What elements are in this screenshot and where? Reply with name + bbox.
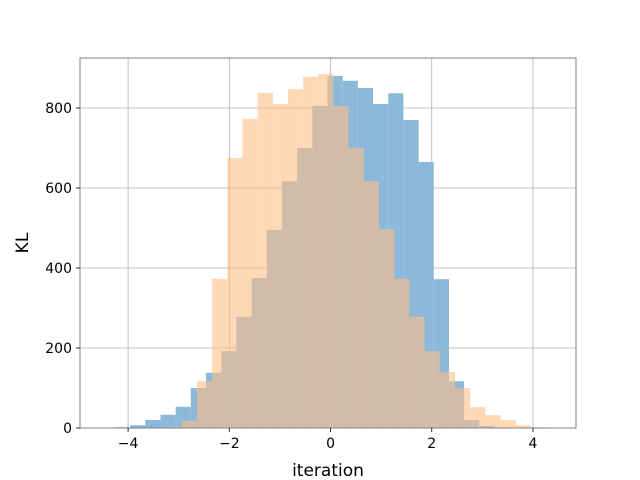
histogram-bar-series-2 [424, 351, 440, 428]
histogram-bar-series-2 [363, 181, 380, 428]
y-tick-label: 0 [63, 421, 72, 437]
histogram-bar-series-2 [500, 420, 516, 428]
histogram-bar-series-2 [196, 381, 213, 428]
histogram-bar-series-2 [485, 415, 501, 428]
histogram-bar-series-2 [303, 76, 319, 429]
histogram-bar-series-1 [145, 420, 161, 428]
x-tick-label: −2 [219, 436, 240, 452]
y-tick-label: 800 [45, 101, 72, 117]
histogram-bar-series-2 [333, 106, 349, 428]
histogram-bar-series-2 [288, 89, 304, 428]
histogram-bars [115, 74, 547, 429]
histogram-bar-series-2 [166, 426, 182, 428]
histogram-bar-series-2 [227, 158, 243, 428]
histogram-bar-series-1 [130, 425, 146, 428]
histogram-bar-series-2 [439, 372, 456, 428]
histogram-bar-series-2 [348, 148, 364, 428]
histogram-bar-series-2 [515, 425, 531, 428]
x-tick-label: 0 [326, 436, 335, 452]
histogram-bar-series-1 [160, 414, 176, 428]
histogram-bar-series-2 [470, 407, 486, 428]
x-tick-label: 2 [427, 436, 436, 452]
plot-frame [79, 57, 577, 429]
y-axis-label: KL [13, 232, 33, 253]
histogram-bar-series-2 [212, 278, 228, 428]
y-tick-label: 200 [45, 341, 72, 357]
histogram-bar-series-2 [181, 420, 197, 428]
histogram-bar-series-2 [379, 229, 395, 428]
x-tick-label: −4 [118, 436, 139, 452]
y-tick-label: 600 [45, 181, 72, 197]
histogram-bar-series-2 [318, 74, 334, 428]
x-tick-label: 4 [529, 436, 538, 452]
histogram-bar-series-2 [242, 118, 258, 429]
histogram-bar-series-2 [394, 278, 410, 428]
y-tick-label: 400 [45, 261, 72, 277]
axis-ticks: −4 −2 0 2 4 0 200 400 600 800 [45, 101, 537, 452]
x-axis-label: iteration [292, 461, 364, 480]
histogram-bar-series-2 [455, 388, 471, 428]
histogram-bar-series-2 [272, 104, 289, 428]
histogram-bar-series-2 [257, 92, 273, 429]
histogram-bar-series-2 [409, 316, 425, 428]
